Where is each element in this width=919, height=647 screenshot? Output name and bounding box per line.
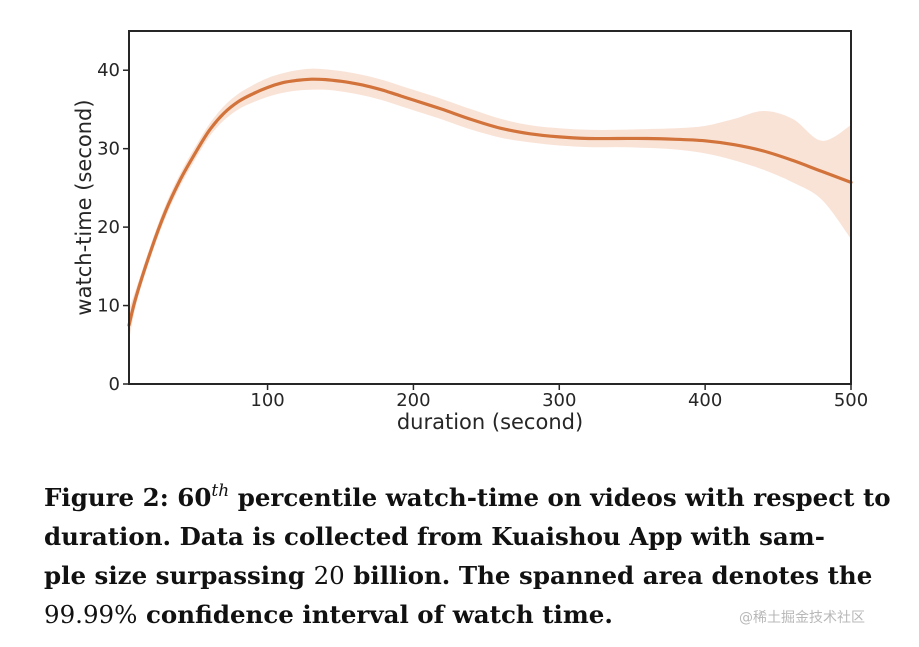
y-axis-label: watch-time (second) (72, 99, 96, 315)
x-tick-label: 400 (688, 390, 722, 411)
x-tick-label: 100 (250, 390, 284, 411)
y-tick-label: 0 (109, 374, 120, 395)
caption-lead: Figure 2: (44, 483, 178, 512)
caption-text-2: ple size surpassing (44, 561, 314, 590)
x-tick-label: 200 (396, 390, 430, 411)
y-tick-label: 40 (97, 60, 120, 81)
y-tick-label: 20 (97, 217, 120, 238)
plot-frame (128, 30, 852, 385)
line-chart: 100 200 300 400 500 0 10 20 30 40 duration (secon… (72, 30, 868, 434)
caption-text-4: confidence interval of watch time. (137, 600, 613, 629)
caption-number-60: 60 (177, 483, 212, 512)
caption-number-percent: 99.99% (44, 600, 138, 629)
x-tick-label: 300 (542, 390, 576, 411)
confidence-band (129, 68, 851, 341)
y-tick-label: 30 (97, 139, 120, 160)
watermark: @稀土掘金技术社区 (739, 610, 865, 626)
caption-superscript: th (211, 481, 230, 501)
caption-text-1: percentile watch-time on videos with res… (44, 483, 891, 551)
x-tick-label: 500 (834, 390, 868, 411)
watch-time-line (127, 77, 853, 327)
y-tick-label: 10 (97, 296, 120, 317)
caption-text-3: billion. The spanned area denotes the (344, 561, 873, 590)
caption-number-20: 20 (313, 561, 345, 590)
chart-figure: 100 200 300 400 500 0 10 20 30 40 duration (secon… (72, 30, 868, 434)
figure-caption: Figure 2: 60th percentile watch-time on … (44, 478, 904, 634)
x-axis-label: duration (second) (397, 410, 583, 434)
